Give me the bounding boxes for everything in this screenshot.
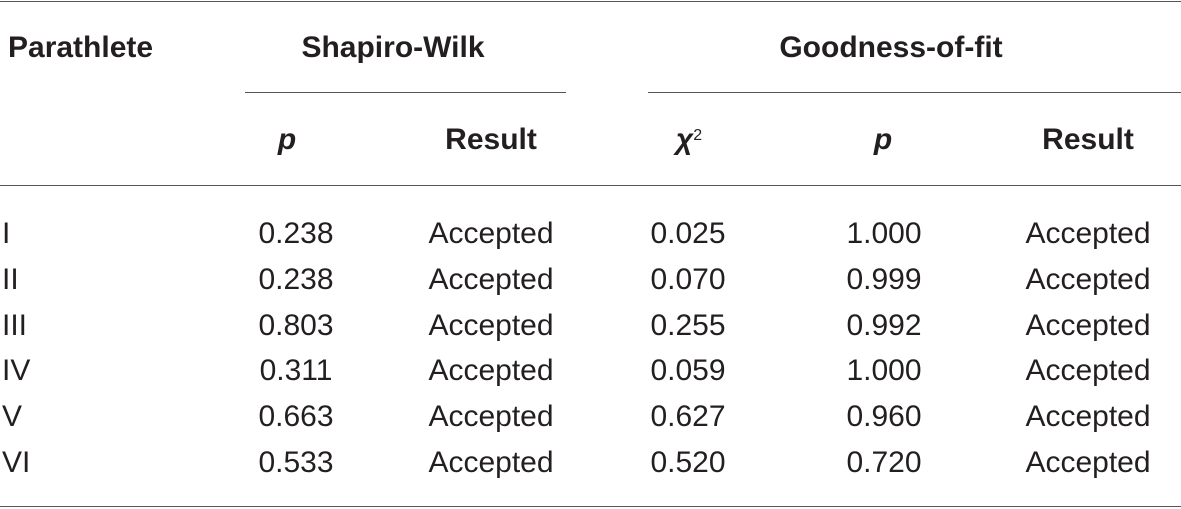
cell-gof-result: Accepted (1025, 309, 1151, 342)
table-bottom-rule (0, 506, 1181, 507)
cell-sw-result: Accepted (428, 446, 554, 479)
table-top-rule (0, 1, 1181, 2)
header-parathlete: Parathlete (8, 31, 154, 64)
cell-sw-p: 0.533 (258, 446, 334, 479)
cell-gof-p: 0.720 (846, 446, 922, 479)
header-sw-p: p (277, 123, 297, 156)
cell-parathlete: I (2, 217, 11, 250)
header-goodness-of-fit: Goodness-of-fit (779, 31, 1003, 64)
chi-symbol: χ (675, 123, 694, 156)
cell-gof-p: 1.000 (846, 217, 922, 250)
cell-gof-p: 0.992 (846, 309, 922, 342)
chi-superscript: 2 (693, 127, 703, 144)
cell-gof-p: 0.999 (846, 263, 922, 296)
cell-chi-square: 0.059 (650, 354, 726, 387)
header-gof-result: Result (1042, 123, 1134, 156)
header-shapiro-wilk: Shapiro-Wilk (301, 31, 485, 64)
cell-parathlete: VI (2, 446, 31, 479)
cell-parathlete: IV (2, 354, 31, 387)
cell-chi-square: 0.627 (650, 400, 726, 433)
cell-parathlete: V (2, 400, 23, 433)
cell-sw-result: Accepted (428, 217, 554, 250)
cell-chi-square: 0.255 (650, 309, 726, 342)
cell-gof-result: Accepted (1025, 263, 1151, 296)
header-gof-p: p (873, 123, 893, 156)
cell-gof-result: Accepted (1025, 400, 1151, 433)
shapiro-wilk-rule (245, 92, 566, 93)
cell-sw-result: Accepted (428, 400, 554, 433)
header-bottom-rule (0, 185, 1181, 186)
cell-sw-p: 0.238 (258, 263, 334, 296)
goodness-of-fit-rule (648, 92, 1181, 93)
cell-gof-result: Accepted (1025, 446, 1151, 479)
cell-gof-result: Accepted (1025, 217, 1151, 250)
cell-parathlete: III (2, 309, 28, 342)
cell-sw-result: Accepted (428, 309, 554, 342)
cell-chi-square: 0.070 (650, 263, 726, 296)
cell-chi-square: 0.025 (650, 217, 726, 250)
header-sw-result: Result (445, 123, 537, 156)
cell-chi-square: 0.520 (650, 446, 726, 479)
cell-sw-result: Accepted (428, 354, 554, 387)
cell-gof-p: 0.960 (846, 400, 922, 433)
cell-parathlete: II (2, 263, 19, 296)
cell-sw-p: 0.238 (258, 217, 334, 250)
cell-sw-p: 0.311 (259, 354, 333, 387)
cell-sw-p: 0.803 (258, 309, 334, 342)
cell-gof-p: 1.000 (846, 354, 922, 387)
cell-gof-result: Accepted (1025, 354, 1151, 387)
cell-sw-result: Accepted (428, 263, 554, 296)
header-chi-square: χ2 (676, 122, 702, 158)
cell-sw-p: 0.663 (258, 400, 334, 433)
